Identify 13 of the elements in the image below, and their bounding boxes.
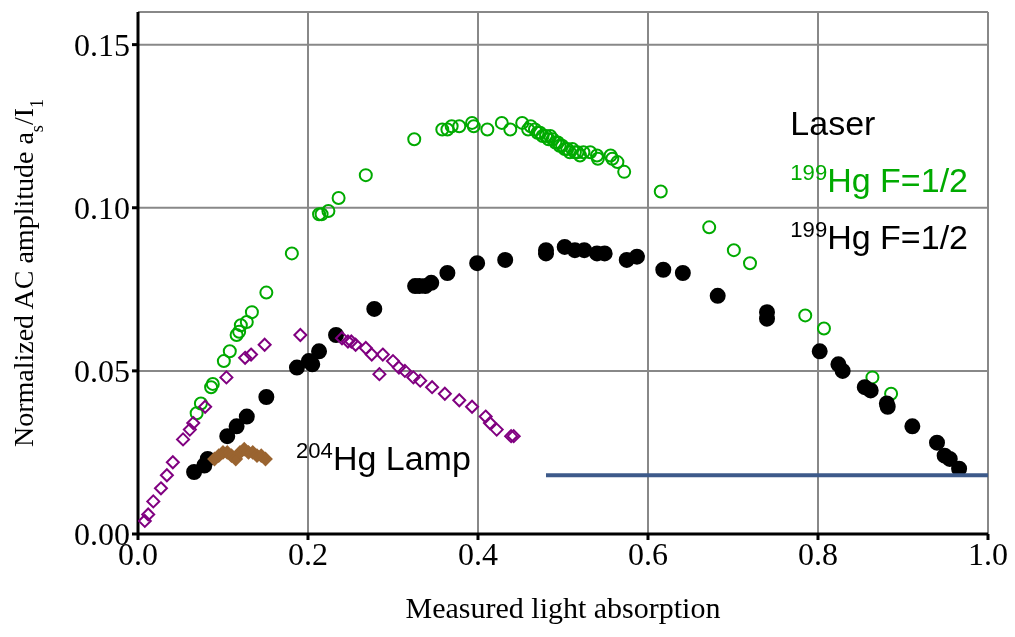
- x-tick-label: 0.4: [458, 535, 498, 572]
- x-tick-label: 0.6: [628, 535, 668, 572]
- x-tick-label: 0.2: [288, 535, 328, 572]
- text: $^{199}$Hg F=1/2: [790, 160, 968, 200]
- x-axis-title: Measured light absorption: [405, 591, 721, 624]
- y-tick-label: 0.15: [74, 26, 130, 63]
- x-tick-label: 1.0: [968, 535, 1008, 572]
- y-tick-label: 0.05: [74, 353, 130, 390]
- series-label: $^{199}$Hg F=1/2: [790, 217, 968, 257]
- annotation: $^{204}$Hg Lamp: [296, 438, 471, 478]
- y-tick-label: 0.10: [74, 190, 130, 227]
- legend-title: Laser: [790, 104, 876, 142]
- x-tick-label: 0.8: [798, 535, 838, 572]
